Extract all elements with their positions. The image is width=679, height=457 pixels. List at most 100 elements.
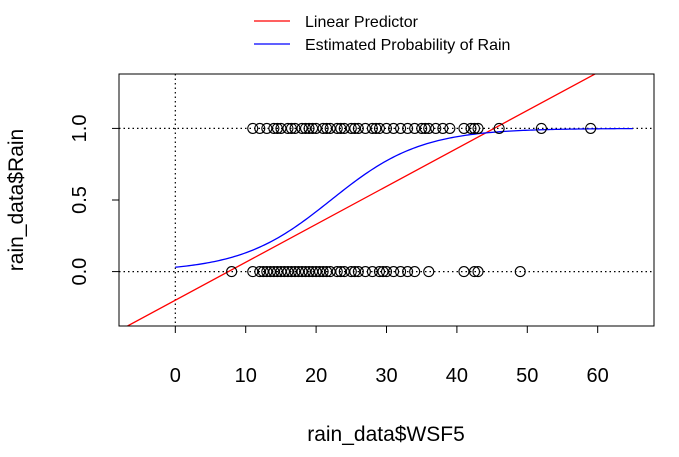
legend: Linear Predictor Estimated Probability o… bbox=[254, 14, 510, 54]
estimated-probability-curve bbox=[175, 127, 633, 268]
data-point bbox=[380, 122, 393, 134]
data-point bbox=[285, 122, 298, 134]
legend-label-linear-predictor: Linear Predictor bbox=[305, 14, 419, 31]
data-point bbox=[282, 266, 294, 278]
data-point bbox=[324, 266, 336, 278]
data-point bbox=[307, 266, 319, 278]
data-point bbox=[377, 266, 389, 278]
data-point bbox=[468, 122, 481, 134]
data-point bbox=[289, 266, 301, 278]
data-point bbox=[366, 266, 378, 278]
data-point bbox=[310, 122, 322, 134]
data-point bbox=[254, 122, 266, 134]
reference-lines bbox=[119, 74, 654, 326]
data-point bbox=[349, 122, 361, 134]
x-tick-label: 30 bbox=[375, 365, 397, 387]
data-point bbox=[331, 266, 343, 278]
data-point bbox=[585, 122, 597, 134]
data-point bbox=[292, 266, 305, 278]
data-point bbox=[303, 266, 315, 278]
data-point bbox=[458, 122, 470, 134]
y-tick-label: 1.0 bbox=[69, 115, 91, 143]
data-point bbox=[321, 266, 333, 278]
x-tick-label: 20 bbox=[305, 365, 327, 387]
data-point bbox=[317, 266, 329, 278]
data-points bbox=[226, 122, 597, 278]
data-point bbox=[303, 122, 315, 134]
y-axis-title: rain_data$Rain bbox=[5, 129, 28, 271]
data-point bbox=[335, 122, 347, 134]
data-point bbox=[317, 122, 329, 134]
data-point bbox=[247, 122, 259, 134]
data-point bbox=[310, 266, 322, 278]
data-point bbox=[359, 266, 371, 278]
data-point bbox=[409, 122, 421, 134]
data-point bbox=[324, 122, 336, 134]
data-point bbox=[299, 122, 312, 134]
data-point bbox=[430, 122, 442, 134]
data-point bbox=[314, 266, 326, 278]
data-point bbox=[472, 122, 484, 134]
y-tick-label: 0.5 bbox=[69, 186, 91, 214]
data-point bbox=[359, 122, 371, 134]
data-point bbox=[307, 122, 319, 134]
data-point bbox=[514, 266, 526, 278]
data-point bbox=[468, 266, 481, 278]
data-point bbox=[423, 266, 435, 278]
data-point bbox=[345, 122, 357, 134]
data-point bbox=[254, 266, 266, 278]
data-point bbox=[289, 122, 301, 134]
data-point bbox=[345, 266, 357, 278]
y-axis: 0.0 0.5 1.0 bbox=[69, 115, 120, 286]
y-tick-label: 0.0 bbox=[69, 258, 91, 286]
data-point bbox=[278, 266, 290, 278]
data-point bbox=[261, 122, 273, 134]
data-point bbox=[268, 266, 280, 278]
data-point bbox=[335, 266, 347, 278]
data-point bbox=[366, 122, 378, 134]
x-axis-title: rain_data$WSF5 bbox=[307, 423, 465, 446]
data-point bbox=[247, 266, 259, 278]
data-point bbox=[373, 122, 386, 134]
data-point bbox=[257, 266, 269, 278]
data-point bbox=[349, 266, 361, 278]
data-point bbox=[271, 122, 283, 134]
data-point bbox=[338, 122, 350, 134]
data-point bbox=[419, 122, 431, 134]
plot-frame bbox=[118, 73, 655, 327]
data-point bbox=[338, 266, 350, 278]
data-point bbox=[285, 266, 298, 278]
data-point bbox=[444, 122, 456, 134]
data-point bbox=[416, 122, 428, 134]
x-tick-label: 10 bbox=[235, 365, 257, 387]
data-point bbox=[437, 122, 449, 134]
series-lines bbox=[126, 74, 633, 326]
data-point bbox=[402, 122, 414, 134]
data-point bbox=[275, 266, 287, 278]
data-point bbox=[402, 266, 414, 278]
data-point bbox=[395, 122, 407, 134]
data-point bbox=[352, 122, 364, 134]
data-point bbox=[271, 266, 283, 278]
data-point bbox=[387, 122, 400, 134]
data-point bbox=[352, 266, 364, 278]
data-point bbox=[299, 266, 312, 278]
data-point bbox=[264, 266, 276, 278]
data-point bbox=[380, 266, 393, 278]
data-point bbox=[373, 266, 386, 278]
x-tick-label: 40 bbox=[446, 365, 468, 387]
data-point bbox=[465, 122, 477, 134]
x-tick-label: 0 bbox=[170, 365, 181, 387]
data-point bbox=[296, 122, 308, 134]
x-tick-label: 50 bbox=[516, 365, 538, 387]
data-point bbox=[296, 266, 308, 278]
data-point bbox=[493, 122, 505, 134]
data-point bbox=[395, 266, 407, 278]
data-point bbox=[535, 122, 547, 134]
data-point bbox=[275, 122, 287, 134]
data-point bbox=[387, 266, 400, 278]
x-axis: 0 10 20 30 40 50 60 bbox=[170, 325, 609, 387]
legend-label-estimated-probability: Estimated Probability of Rain bbox=[305, 37, 510, 54]
data-point bbox=[282, 122, 294, 134]
data-point bbox=[472, 266, 484, 278]
